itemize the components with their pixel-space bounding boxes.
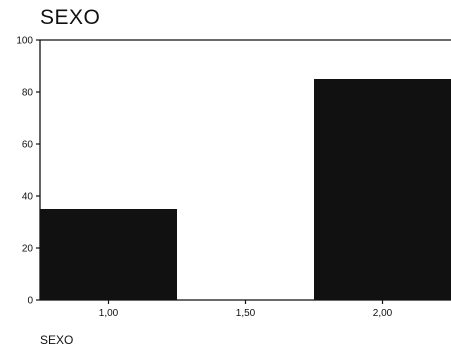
bar xyxy=(40,209,177,300)
y-tick-label: 20 xyxy=(22,244,34,255)
y-tick-label: 80 xyxy=(22,88,34,99)
y-tick-label: 60 xyxy=(22,140,34,151)
y-tick-label: 0 xyxy=(27,296,33,307)
x-axis-label: SEXO xyxy=(40,333,74,347)
x-tick-label: 1,00 xyxy=(99,308,119,319)
bar xyxy=(314,79,451,300)
x-tick-label: 2,00 xyxy=(373,308,393,319)
y-tick-label: 100 xyxy=(16,36,33,47)
x-tick-label: 1,50 xyxy=(236,308,256,319)
y-tick-label: 40 xyxy=(22,192,34,203)
chart-title: SEXO xyxy=(40,6,101,29)
